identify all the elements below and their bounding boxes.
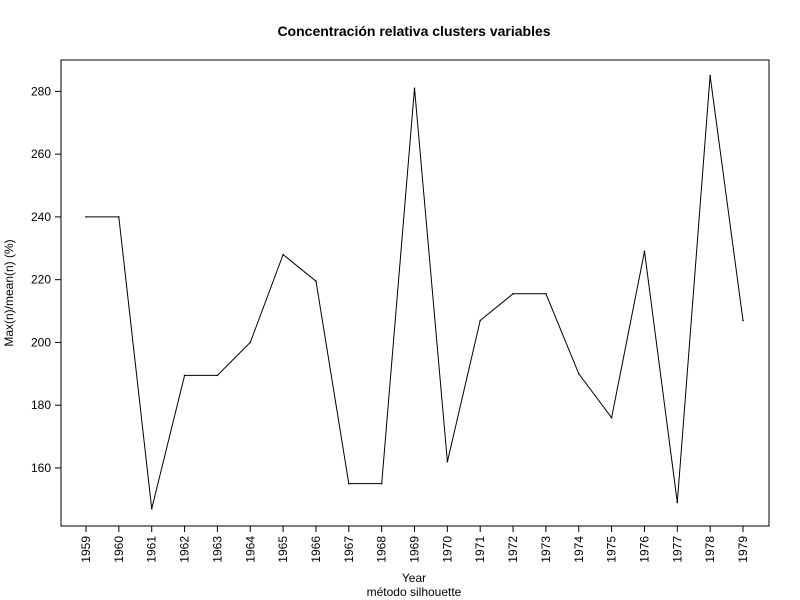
y-tick-label: 280 [31, 84, 51, 98]
x-tick-label: 1974 [572, 536, 586, 563]
x-tick-label: 1972 [506, 536, 520, 563]
data-point [282, 253, 284, 256]
plot-frame [60, 59, 770, 527]
data-point [249, 341, 252, 344]
x-tick-label: 1962 [178, 536, 192, 563]
data-point [446, 460, 449, 463]
data-point [709, 74, 711, 77]
y-axis: 160 180 200 220 240 260 280 [31, 84, 61, 475]
y-tick-label: 160 [31, 461, 51, 475]
x-tick-label: 1978 [703, 536, 717, 563]
data-point [577, 373, 580, 375]
x-tick-label: 1964 [243, 536, 257, 563]
data-point [742, 319, 744, 322]
x-axis: 1959 1960 1961 1962 1963 1964 1965 1966 1967 1968… [79, 526, 750, 563]
y-tick-label: 260 [31, 147, 51, 161]
data-point [413, 87, 416, 90]
x-tick-label: 1973 [539, 536, 553, 563]
data-point [610, 416, 613, 419]
x-tick-label: 1967 [342, 536, 356, 563]
data-point [183, 374, 186, 377]
x-tick-label: 1968 [375, 536, 389, 563]
data-point [85, 216, 87, 218]
data-point [118, 216, 120, 218]
x-axis-subtitle: método silhouette [367, 585, 462, 599]
x-tick-label: 1966 [309, 536, 323, 563]
x-tick-label: 1979 [736, 536, 750, 563]
x-tick-label: 1960 [112, 536, 126, 563]
x-tick-label: 1969 [408, 536, 422, 563]
y-tick-label: 240 [31, 210, 51, 224]
data-point [479, 319, 482, 322]
x-tick-label: 1970 [440, 536, 454, 563]
series-line [86, 75, 744, 509]
data-point [315, 280, 317, 283]
chart-title: Concentración relativa clusters variable… [277, 23, 550, 39]
y-tick-label: 180 [31, 398, 51, 412]
y-tick-label: 220 [31, 273, 51, 287]
x-tick-label: 1971 [473, 536, 487, 563]
data-point [512, 292, 514, 295]
x-axis-label: Year [402, 571, 426, 585]
y-tick-label: 200 [31, 335, 51, 349]
x-tick-label: 1959 [79, 536, 93, 563]
y-axis-label: Max(n)/mean(n) (%) [2, 239, 16, 346]
data-point [676, 501, 679, 504]
x-tick-label: 1976 [637, 536, 651, 563]
data-point [643, 250, 646, 253]
data-point [348, 482, 350, 485]
data-point [545, 292, 547, 295]
data-point [380, 482, 383, 485]
x-tick-label: 1963 [210, 536, 224, 563]
data-points [85, 74, 744, 510]
x-tick-label: 1975 [605, 536, 619, 563]
x-tick-label: 1977 [670, 536, 684, 563]
x-tick-label: 1965 [276, 536, 290, 563]
data-point [150, 507, 153, 510]
x-tick-label: 1961 [145, 536, 159, 563]
data-point [216, 374, 219, 377]
